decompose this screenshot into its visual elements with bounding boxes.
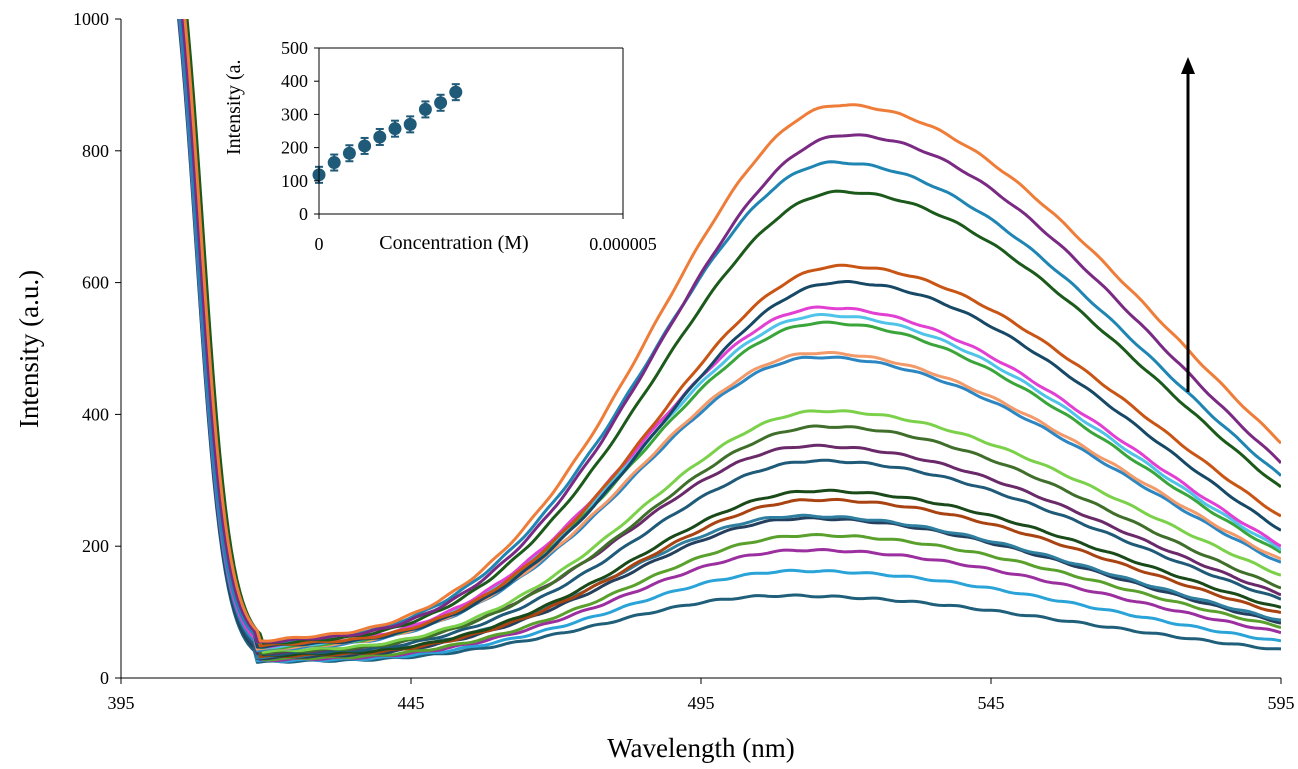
y-tick-label: 0 bbox=[100, 668, 109, 688]
inset-point bbox=[327, 153, 341, 172]
y-tick-label: 1000 bbox=[73, 9, 109, 29]
inset-marker bbox=[358, 139, 372, 153]
inset-point bbox=[434, 93, 448, 112]
inset-marker bbox=[327, 156, 341, 170]
inset-marker bbox=[373, 130, 387, 144]
inset-chart: 0 100 200 300 400 500 0 0.000005 Concentration… bbox=[223, 38, 657, 254]
x-tick-label: 445 bbox=[398, 693, 425, 713]
x-tick-label: 495 bbox=[688, 693, 715, 713]
inset-points-group bbox=[312, 83, 463, 184]
main-series-group bbox=[177, 19, 1281, 664]
y-ticks: 0 200 400 600 800 1000 bbox=[73, 9, 121, 688]
inset-y-tick-label: 0 bbox=[299, 204, 308, 224]
series-line bbox=[178, 19, 1281, 644]
inset-point bbox=[418, 100, 432, 119]
series-line bbox=[182, 19, 1281, 659]
inset-marker bbox=[342, 146, 356, 160]
series-line bbox=[182, 19, 1281, 655]
series-line bbox=[177, 19, 1281, 664]
series-line bbox=[181, 19, 1281, 644]
inset-y-tick-label: 400 bbox=[281, 71, 308, 91]
y-tick-label: 800 bbox=[82, 141, 109, 161]
inset-x-tick-label: 0 bbox=[315, 234, 324, 254]
inset-point bbox=[388, 119, 402, 138]
series-line bbox=[177, 19, 1281, 657]
y-axis-title: Intensity (a.u.) bbox=[14, 270, 44, 428]
inset-y-ticks: 0 100 200 300 400 500 bbox=[281, 38, 319, 224]
inset-marker bbox=[403, 117, 417, 131]
x-axis-title: Wavelength (nm) bbox=[607, 733, 795, 763]
inset-point bbox=[358, 136, 372, 155]
x-tick-label: 395 bbox=[108, 693, 135, 713]
inset-y-tick-label: 100 bbox=[281, 171, 308, 191]
inset-background bbox=[319, 48, 623, 214]
inset-marker bbox=[418, 102, 432, 116]
series-line bbox=[178, 19, 1281, 649]
series-line bbox=[184, 19, 1281, 654]
series-line bbox=[185, 19, 1281, 649]
inset-x-axis-title: Concentration (M) bbox=[379, 232, 528, 254]
series-line bbox=[179, 19, 1281, 663]
y-tick-label: 600 bbox=[82, 273, 109, 293]
inset-point bbox=[342, 144, 356, 163]
x-tick-label: 545 bbox=[978, 693, 1005, 713]
series-line bbox=[180, 19, 1281, 649]
increase-arrow bbox=[1181, 57, 1195, 392]
inset-y-tick-label: 500 bbox=[281, 38, 308, 58]
series-line bbox=[183, 19, 1281, 643]
inset-point bbox=[449, 83, 463, 102]
inset-y-tick-label: 200 bbox=[281, 138, 308, 158]
inset-y-tick-label: 300 bbox=[281, 104, 308, 124]
inset-marker bbox=[449, 85, 463, 99]
series-line bbox=[183, 19, 1281, 648]
series-line bbox=[184, 19, 1281, 662]
inset-x-ticks: 0 0.000005 bbox=[315, 214, 657, 254]
x-ticks: 395 445 495 545 595 bbox=[108, 678, 1295, 713]
inset-point bbox=[373, 127, 387, 146]
inset-x-tick-label: 0.000005 bbox=[589, 234, 657, 254]
inset-marker bbox=[388, 122, 402, 136]
y-tick-label: 400 bbox=[82, 404, 109, 424]
x-tick-label: 595 bbox=[1268, 693, 1295, 713]
series-line bbox=[185, 19, 1281, 645]
inset-y-axis-title: Intensity (a. bbox=[223, 59, 245, 155]
inset-marker bbox=[434, 96, 448, 110]
inset-point bbox=[403, 115, 417, 134]
y-tick-label: 200 bbox=[82, 536, 109, 556]
